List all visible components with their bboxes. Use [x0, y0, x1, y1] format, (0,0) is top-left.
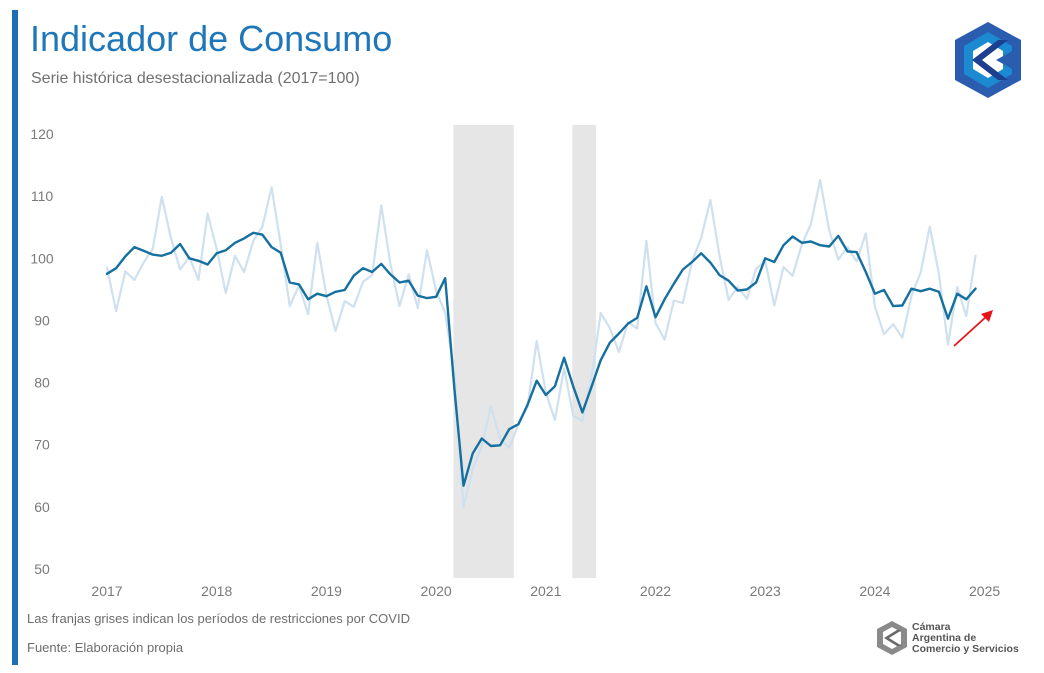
- y-tick-label: 80: [34, 375, 50, 391]
- x-tick-label: 2023: [750, 583, 781, 599]
- arrow-head: [981, 310, 993, 322]
- x-tick-label: 2025: [969, 583, 1000, 599]
- arrow-shaft: [953, 315, 988, 347]
- y-tick-label: 60: [34, 499, 50, 515]
- y-tick-label: 120: [30, 126, 54, 142]
- y-tick-label: 70: [34, 437, 50, 453]
- x-axis-labels: 2017 2018 2019 2020 2021 2022 2023 2024 2025: [91, 583, 1000, 599]
- chart-title: Indicador de Consumo: [30, 18, 393, 59]
- brand-icon: [877, 621, 907, 655]
- y-tick-label: 100: [30, 250, 54, 266]
- y-tick-label: 110: [31, 188, 54, 204]
- x-tick-label: 2020: [421, 583, 452, 599]
- covid-band-2: [572, 125, 597, 578]
- covid-band-1: [453, 125, 514, 578]
- chart-subtitle: Serie histórica desestacionalizada (2017…: [31, 70, 360, 87]
- trend-arrow: [953, 310, 993, 347]
- x-tick-label: 2021: [530, 583, 561, 599]
- x-tick-label: 2018: [201, 583, 232, 599]
- y-tick-label: 90: [34, 312, 50, 328]
- y-tick-label: 50: [34, 561, 50, 577]
- brand-name: Cámara Argentina de Comercio y Servicios: [912, 621, 1019, 655]
- x-tick-label: 2022: [640, 583, 671, 599]
- x-tick-label: 2024: [859, 583, 890, 599]
- covid-band-note: Las franjas grises indican los períodos …: [27, 611, 410, 626]
- source-note: Fuente: Elaboración propia: [27, 640, 184, 655]
- accent-bar: [12, 10, 18, 665]
- x-tick-label: 2019: [311, 583, 342, 599]
- y-axis-labels: 120 110 100 90 80 70 60 50: [30, 126, 54, 577]
- logo-icon: [955, 22, 1021, 98]
- covid-bands: [453, 125, 597, 578]
- series-line-raw: [105, 178, 977, 508]
- series-line-main: [105, 231, 977, 487]
- x-tick-label: 2017: [91, 583, 122, 599]
- brand-logo: Cámara Argentina de Comercio y Servicios: [876, 620, 1036, 662]
